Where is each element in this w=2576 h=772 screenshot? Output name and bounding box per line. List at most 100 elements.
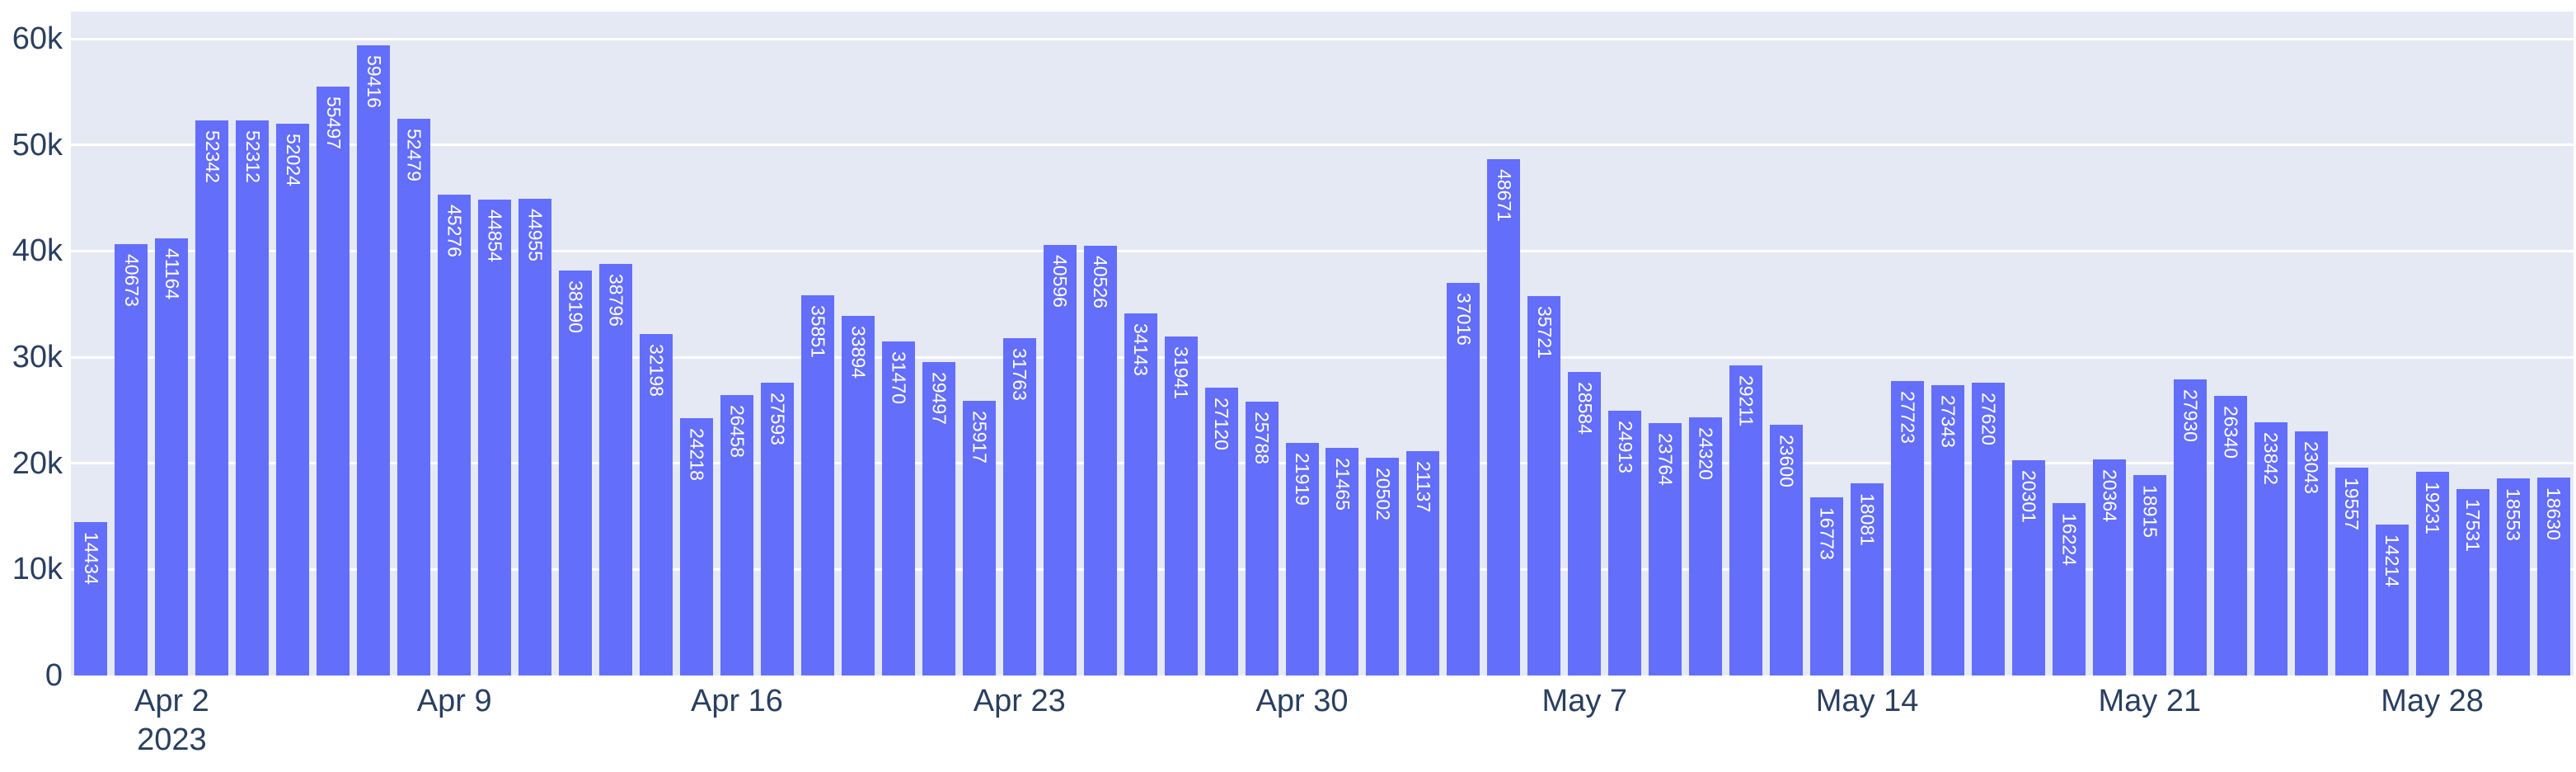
bar-value-label: 20301 — [2018, 469, 2040, 523]
bar-value-label: 52479 — [403, 128, 425, 181]
bar[interactable]: 23043 — [2294, 431, 2328, 676]
bar[interactable]: 35721 — [1527, 296, 1561, 676]
bar[interactable]: 19231 — [2415, 471, 2449, 676]
bar[interactable]: 45276 — [438, 195, 472, 676]
bar[interactable]: 20502 — [1366, 458, 1400, 676]
bar[interactable]: 27723 — [1891, 381, 1925, 676]
bar[interactable]: 34143 — [1124, 313, 1157, 676]
bar[interactable]: 38190 — [559, 270, 593, 676]
x-tick-date: Apr 16 — [690, 684, 783, 718]
bar-value-label: 31470 — [888, 351, 910, 405]
bar[interactable]: 44854 — [478, 199, 512, 676]
bar-value-label: 18630 — [2543, 487, 2565, 541]
bar[interactable]: 21919 — [1285, 442, 1319, 676]
bar[interactable]: 14214 — [2375, 525, 2409, 676]
bar[interactable]: 20364 — [2092, 459, 2126, 676]
bar-value-label: 35851 — [807, 304, 829, 358]
bar-value-label: 52024 — [282, 133, 304, 186]
bar[interactable]: 27593 — [760, 382, 794, 676]
bar-value-label: 19557 — [2341, 478, 2363, 531]
bar[interactable]: 18553 — [2496, 478, 2530, 676]
bar[interactable]: 27930 — [2173, 379, 2207, 676]
bar[interactable]: 52312 — [236, 120, 270, 676]
plot-area[interactable]: 14434 40673 41164 52342 52312 52024 55497 59416… — [71, 12, 2574, 676]
bar-value-label: 27930 — [2180, 388, 2202, 442]
bar[interactable]: 27620 — [1971, 382, 2005, 676]
bar[interactable]: 23764 — [1649, 423, 1682, 676]
bar[interactable]: 23600 — [1770, 425, 1804, 676]
bar[interactable]: 26458 — [720, 394, 753, 676]
bar[interactable]: 21465 — [1326, 447, 1359, 676]
bar-value-label: 24320 — [1695, 427, 1717, 481]
bar-value-label: 20502 — [1372, 468, 1394, 521]
bar[interactable]: 31941 — [1164, 337, 1198, 676]
bar[interactable]: 31470 — [881, 341, 915, 676]
bar-value-label: 17531 — [2462, 499, 2485, 553]
bar[interactable]: 25917 — [962, 400, 996, 676]
bar[interactable]: 18081 — [1851, 483, 1884, 676]
bar[interactable]: 44955 — [518, 198, 552, 676]
bar[interactable]: 25788 — [1245, 402, 1279, 676]
bar-value-label: 26340 — [2220, 406, 2242, 459]
bar[interactable]: 20301 — [2011, 459, 2045, 676]
bar[interactable]: 52342 — [195, 120, 229, 676]
bar[interactable]: 59416 — [357, 45, 391, 676]
y-tick-label: 0 — [45, 658, 63, 693]
bar-value-label: 14214 — [2381, 534, 2404, 588]
bar[interactable]: 52479 — [397, 118, 431, 676]
y-tick-label: 20k — [12, 445, 63, 481]
bar-value-label: 18081 — [1856, 493, 1879, 547]
bar[interactable]: 28584 — [1568, 372, 1602, 676]
bar-value-label: 38796 — [605, 273, 627, 327]
bar[interactable]: 33894 — [841, 315, 875, 676]
bar[interactable]: 14434 — [74, 522, 108, 676]
bar[interactable]: 19557 — [2334, 468, 2368, 676]
bar[interactable]: 38796 — [599, 263, 633, 676]
bar[interactable]: 40526 — [1083, 245, 1117, 676]
bar-value-label: 25788 — [1251, 412, 1274, 465]
bar-value-label: 23764 — [1654, 433, 1677, 487]
bar[interactable]: 24913 — [1608, 411, 1642, 676]
bar-value-label: 26458 — [726, 404, 748, 458]
bar[interactable]: 37016 — [1447, 282, 1480, 676]
x-tick-date: Apr 30 — [1255, 684, 1349, 718]
bar[interactable]: 27120 — [1204, 388, 1238, 676]
bar-value-label: 45276 — [443, 205, 466, 258]
x-tick-label: Apr 30 — [1256, 682, 1349, 721]
bar[interactable]: 35851 — [800, 294, 834, 676]
bar[interactable]: 24218 — [680, 418, 713, 676]
bar[interactable]: 31763 — [1002, 338, 1036, 676]
y-tick-label: 50k — [12, 127, 63, 162]
bar[interactable]: 40596 — [1043, 244, 1077, 676]
bar-value-label: 27120 — [1211, 398, 1233, 451]
bar[interactable]: 17531 — [2456, 489, 2489, 676]
bar[interactable]: 18915 — [2133, 474, 2166, 676]
bar[interactable]: 29211 — [1729, 365, 1763, 676]
bar-value-label: 38190 — [565, 280, 587, 333]
bar-value-label: 55497 — [322, 96, 345, 149]
bar[interactable]: 23842 — [2254, 422, 2287, 676]
bar[interactable]: 55497 — [317, 86, 350, 676]
bar[interactable]: 27343 — [1931, 385, 1964, 676]
bar-value-label: 16773 — [1816, 507, 1838, 561]
bar-value-label: 40526 — [1090, 255, 1112, 308]
x-tick-label: Apr 23 — [974, 682, 1066, 721]
bar[interactable]: 24320 — [1689, 417, 1723, 676]
bar-value-label: 29497 — [928, 372, 950, 426]
bar[interactable]: 52024 — [276, 123, 310, 676]
bar-value-label: 23600 — [1776, 435, 1798, 488]
bar[interactable]: 29497 — [922, 362, 955, 676]
bar[interactable]: 32198 — [640, 333, 673, 676]
bar[interactable]: 26340 — [2213, 396, 2247, 676]
bar-value-label: 27593 — [767, 392, 789, 445]
bar-value-label: 40673 — [120, 253, 143, 307]
bar[interactable]: 18630 — [2536, 478, 2570, 676]
bar[interactable]: 40673 — [115, 243, 148, 676]
bar[interactable]: 48671 — [1487, 158, 1521, 676]
bar[interactable]: 41164 — [155, 238, 189, 676]
gridline — [71, 37, 2574, 40]
bar[interactable]: 16773 — [1810, 497, 1844, 676]
bar[interactable]: 16224 — [2052, 503, 2086, 676]
bar[interactable]: 21137 — [1406, 451, 1440, 676]
